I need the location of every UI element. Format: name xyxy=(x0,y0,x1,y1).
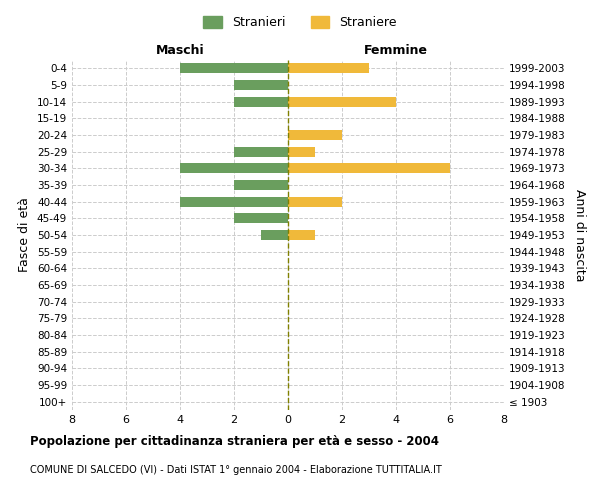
Bar xyxy=(288,130,342,140)
Bar xyxy=(234,80,288,90)
Y-axis label: Anni di nascita: Anni di nascita xyxy=(574,188,586,281)
Bar xyxy=(288,96,396,106)
Bar xyxy=(180,196,288,206)
Bar xyxy=(234,96,288,106)
Legend: Stranieri, Straniere: Stranieri, Straniere xyxy=(198,11,402,34)
Bar xyxy=(288,196,342,206)
Bar xyxy=(288,230,315,240)
Text: Femmine: Femmine xyxy=(364,44,428,57)
Bar xyxy=(180,64,288,74)
Bar xyxy=(288,146,315,156)
Bar xyxy=(234,146,288,156)
Text: Popolazione per cittadinanza straniera per età e sesso - 2004: Popolazione per cittadinanza straniera p… xyxy=(30,435,439,448)
Bar xyxy=(180,164,288,173)
Y-axis label: Fasce di età: Fasce di età xyxy=(19,198,31,272)
Bar xyxy=(288,64,369,74)
Bar xyxy=(288,164,450,173)
Text: COMUNE DI SALCEDO (VI) - Dati ISTAT 1° gennaio 2004 - Elaborazione TUTTITALIA.IT: COMUNE DI SALCEDO (VI) - Dati ISTAT 1° g… xyxy=(30,465,442,475)
Bar xyxy=(234,214,288,224)
Text: Maschi: Maschi xyxy=(155,44,205,57)
Bar xyxy=(261,230,288,240)
Bar xyxy=(234,180,288,190)
